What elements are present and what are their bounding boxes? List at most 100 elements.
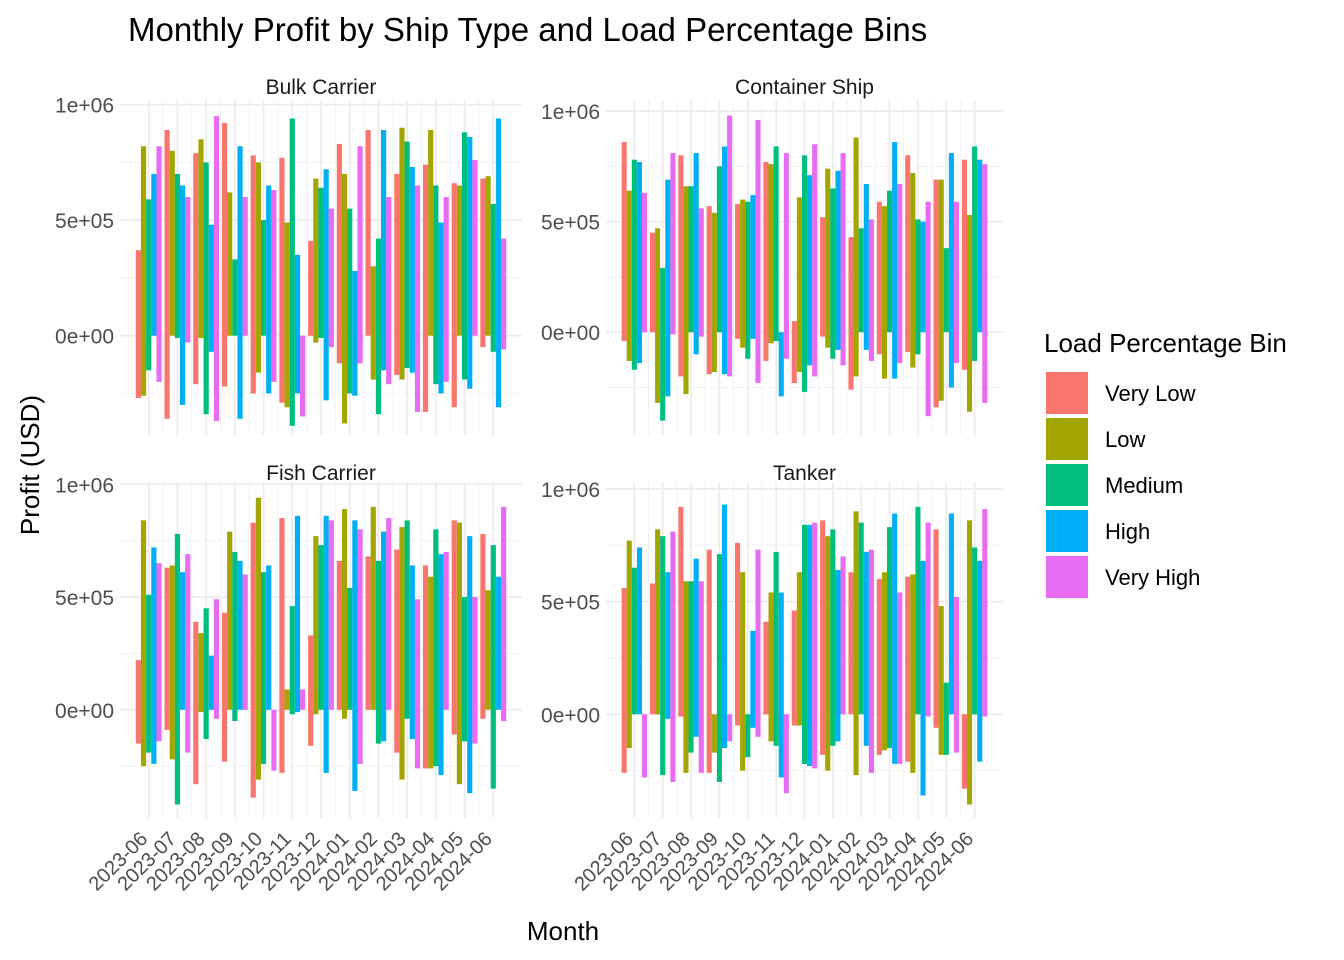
- bar-medium: [203, 162, 209, 415]
- bar-very-low: [905, 576, 911, 762]
- bar-high: [467, 536, 473, 794]
- bar-very-high: [443, 551, 449, 710]
- bar-low: [938, 179, 944, 401]
- bar-very-high: [755, 119, 761, 384]
- bar-very-high: [386, 518, 392, 710]
- bar-low: [655, 228, 661, 403]
- legend-label: Low: [1105, 427, 1145, 452]
- bar-medium: [232, 551, 238, 722]
- x-axis-label: Month: [527, 916, 599, 946]
- bar-high: [807, 524, 813, 767]
- bar-medium: [660, 268, 666, 421]
- bar-low: [825, 536, 831, 771]
- legend-item-very-low: Very Low: [1046, 372, 1196, 414]
- y-tick-label: 5e+05: [541, 212, 600, 235]
- bar-low: [626, 190, 632, 361]
- bar-high: [352, 520, 358, 791]
- bar-high: [266, 565, 272, 710]
- bar-medium: [289, 118, 295, 426]
- bar-very-high: [472, 597, 478, 744]
- bar-low: [711, 714, 717, 753]
- bar-very-low: [308, 635, 314, 746]
- bar-high: [180, 185, 186, 405]
- y-tick-label: 5e+05: [541, 592, 600, 615]
- bar-very-low: [336, 560, 342, 710]
- bar-very-high: [982, 509, 988, 717]
- bar-high: [750, 195, 756, 339]
- bar-medium: [830, 188, 836, 359]
- bar-very-low: [649, 583, 656, 715]
- bar-high: [835, 170, 841, 350]
- bar-low: [198, 633, 204, 713]
- bar-low: [428, 130, 434, 336]
- legend-item-low: Low: [1046, 418, 1145, 460]
- bar-low: [399, 127, 405, 380]
- bar-very-low: [905, 155, 911, 353]
- legend-label: Medium: [1105, 473, 1183, 498]
- bar-high: [294, 254, 301, 394]
- bar-medium: [773, 551, 779, 746]
- bar-high: [778, 592, 784, 778]
- bar-high: [807, 175, 813, 366]
- bar-high: [438, 222, 444, 394]
- legend-item-high: High: [1046, 510, 1150, 552]
- bar-high: [323, 169, 329, 401]
- bar-very-high: [897, 592, 903, 764]
- bar-low: [255, 497, 261, 780]
- bar-very-low: [279, 518, 285, 773]
- legend: Load Percentage Bin Very Low Low Medium Hig…: [1044, 328, 1287, 598]
- bar-very-high: [925, 522, 931, 717]
- bar-very-high: [840, 153, 846, 366]
- bar-low: [255, 162, 261, 373]
- bar-very-low: [365, 556, 371, 710]
- bar-high: [835, 569, 841, 742]
- bar-high: [977, 560, 983, 762]
- bar-medium: [858, 228, 864, 333]
- bar-very-low: [621, 142, 627, 342]
- bar-very-low: [649, 232, 656, 333]
- bar-high: [778, 332, 784, 397]
- bar-very-low: [763, 161, 769, 361]
- legend-swatch: [1046, 418, 1088, 460]
- bar-very-high: [328, 208, 334, 348]
- bar-very-high: [670, 531, 676, 782]
- bar-high: [381, 531, 387, 742]
- bar-high: [948, 513, 954, 715]
- bar-very-low: [193, 153, 199, 385]
- bar-low: [910, 574, 916, 773]
- bar-high: [495, 118, 502, 408]
- facet-label: Fish Carrier: [266, 462, 376, 485]
- bar-high: [323, 515, 329, 773]
- bar-high: [151, 173, 157, 336]
- bar-very-low: [221, 123, 228, 387]
- bar-very-low: [451, 183, 457, 408]
- bar-medium: [858, 522, 864, 715]
- bar-medium: [490, 545, 496, 789]
- bar-very-high: [472, 160, 478, 336]
- bar-medium: [887, 527, 893, 749]
- bar-medium: [203, 608, 209, 740]
- bar-very-low: [735, 203, 741, 339]
- bar-medium: [347, 587, 353, 710]
- bar-very-high: [812, 522, 818, 769]
- bar-very-low: [763, 621, 769, 715]
- bar-low: [485, 590, 491, 710]
- bar-low: [341, 509, 348, 719]
- bar-very-high: [328, 520, 334, 710]
- bar-high: [920, 560, 926, 796]
- bar-low: [284, 689, 290, 710]
- y-tick-label: 1e+06: [55, 95, 114, 118]
- bar-low: [169, 565, 175, 760]
- bar-low: [227, 192, 233, 336]
- bar-very-low: [791, 610, 797, 726]
- bar-very-low: [164, 567, 170, 731]
- bar-low: [341, 173, 348, 424]
- bar-medium: [972, 146, 978, 361]
- bar-low: [198, 139, 204, 338]
- bar-very-low: [706, 549, 712, 773]
- bar-medium: [289, 606, 295, 715]
- bar-medium: [318, 187, 324, 338]
- bar-low: [683, 186, 689, 395]
- bar-high: [208, 224, 214, 352]
- bar-very-high: [156, 146, 162, 382]
